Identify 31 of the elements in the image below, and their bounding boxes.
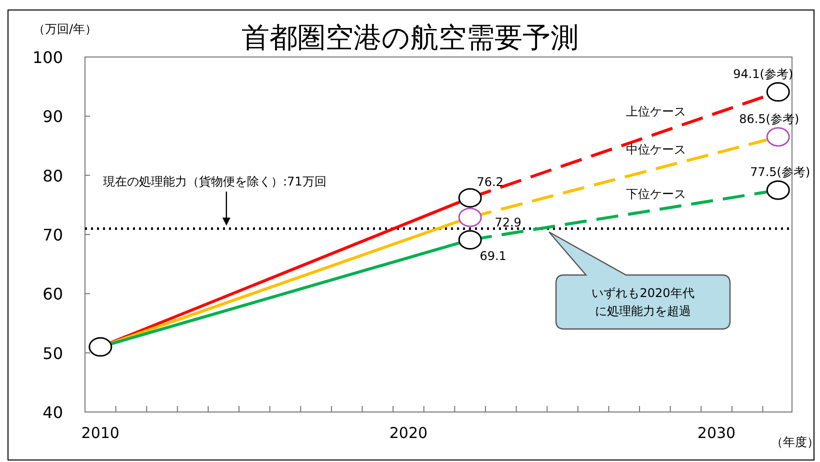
x-tick-label: 2010 — [81, 424, 120, 442]
y-tick-label: 90 — [42, 107, 63, 126]
y-tick-label: 40 — [42, 403, 63, 422]
point — [766, 180, 790, 200]
data-label: 72.9 — [494, 215, 522, 230]
chart-title: 首都圏空港の航空需要予測 — [242, 21, 578, 54]
data-label: 86.5(参考) — [739, 112, 800, 126]
data-label: 77.5(参考) — [750, 165, 810, 180]
series-label: 下位ケース — [626, 187, 686, 202]
y-tick-label: 60 — [42, 284, 63, 304]
point — [88, 337, 112, 357]
y-tick-label: 80 — [42, 166, 63, 186]
series-label: 上位ケース — [626, 104, 686, 119]
data-label: 76.2 — [476, 174, 504, 189]
point — [458, 208, 482, 228]
data-label: 69.1 — [480, 248, 506, 263]
series-label: 中位ケース — [626, 142, 686, 156]
point — [766, 127, 790, 147]
y-tick-label: 50 — [42, 344, 63, 363]
y-tick-label: 70 — [42, 226, 63, 244]
data-label: 94.1(参考) — [733, 66, 794, 81]
y-axis-title: （万回/年） — [32, 22, 98, 36]
ref-line-label: 現在の処理能力（貨物便を除く）:71万回 — [103, 174, 326, 189]
x-tick-label: 2020 — [389, 424, 428, 442]
point — [458, 188, 482, 208]
point — [458, 230, 482, 250]
x-axis-title: （年度） — [771, 435, 819, 449]
y-tick-label: 100 — [32, 48, 63, 67]
point — [766, 82, 790, 102]
x-tick-label: 2030 — [697, 424, 736, 442]
annotation: いずれも2020年代に処理能力を超過 — [592, 286, 694, 318]
